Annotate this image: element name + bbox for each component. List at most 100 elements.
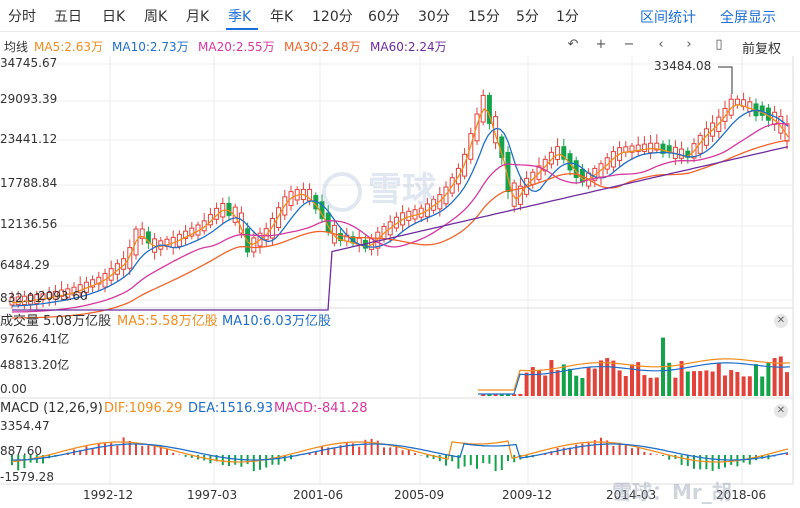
tab-yearly-k[interactable]: 年K	[270, 9, 294, 25]
candle	[734, 98, 740, 106]
volume-ma5-line	[478, 358, 791, 391]
tab-daily-k[interactable]: 日K	[102, 9, 126, 25]
volume-bar	[537, 370, 541, 396]
macd-bar	[513, 455, 516, 463]
volume-axis-label: 48813.20亿	[0, 358, 70, 372]
macd-bar	[122, 437, 125, 455]
candle-style-icon[interactable]: ▯	[715, 37, 723, 52]
macd-bar	[432, 455, 435, 460]
volume-bar	[692, 371, 696, 396]
macd-bar	[469, 455, 472, 466]
macd-legend-label: MACD (12,26,9)	[0, 401, 103, 416]
macd-bar	[786, 453, 788, 455]
tab-intraday[interactable]: 分时	[8, 9, 36, 25]
macd-bar	[395, 444, 398, 455]
macd-bar	[352, 443, 354, 455]
volume-bar	[623, 376, 628, 396]
macd-bar	[79, 450, 82, 455]
close-macd-icon[interactable]: ✕	[774, 404, 788, 418]
watermark-logo-icon	[322, 171, 362, 212]
macd-bar	[376, 440, 379, 455]
tab-30min[interactable]: 30分	[418, 9, 450, 25]
macd-bar	[91, 448, 94, 455]
macd-bar	[624, 444, 627, 455]
ma10-line	[11, 109, 789, 307]
candle	[561, 146, 567, 160]
candle	[52, 290, 58, 300]
macd-bar	[668, 455, 671, 460]
tab-monthly-k[interactable]: 月K	[186, 9, 210, 25]
volume-axis-label: 0.00	[0, 382, 27, 396]
macd-bar	[345, 442, 348, 455]
macd-bar	[426, 455, 429, 458]
candle	[772, 111, 778, 125]
tab-1min[interactable]: 1分	[556, 9, 579, 25]
tab-quarterly-k[interactable]: 季K	[228, 9, 252, 25]
volume-bar	[605, 358, 610, 396]
tab-five-day[interactable]: 五日	[54, 9, 82, 25]
macd-bar	[414, 453, 416, 455]
tab-60min[interactable]: 60分	[368, 9, 400, 25]
volume-bar	[561, 364, 566, 396]
macd-bar	[494, 455, 497, 472]
volume-bar	[592, 368, 597, 396]
candle	[697, 134, 703, 154]
macd-bar	[699, 455, 702, 470]
period-tabs: 分时 五日 日K 周K 月K 季K 年K 120分 60分 30分 15分 5分…	[0, 0, 800, 32]
pan-left-icon[interactable]: ‹	[658, 37, 664, 52]
macd-bar	[364, 439, 367, 455]
volume-bar	[679, 361, 684, 396]
macd-bar	[407, 449, 410, 455]
macd-bar	[308, 453, 311, 455]
macd-bar	[259, 455, 261, 470]
zoom-in-icon[interactable]: +	[595, 37, 607, 52]
macd-bar	[587, 443, 590, 455]
adjust-select[interactable]: 前复权	[742, 42, 782, 57]
macd-bar	[606, 440, 609, 455]
macd-bar	[221, 455, 224, 466]
tab-15min[interactable]: 15分	[468, 9, 500, 25]
ma-legend-label: 均线	[4, 40, 29, 54]
pan-right-icon[interactable]: ›	[686, 37, 692, 52]
volume-bar	[673, 377, 678, 396]
price-axis-label: 29093.39	[0, 92, 58, 106]
volume-bar	[772, 358, 777, 396]
ma60-line	[12, 146, 789, 311]
undo-icon[interactable]: ↶	[567, 37, 579, 52]
candle	[660, 143, 666, 154]
volume-bar	[493, 394, 498, 396]
candle	[121, 258, 127, 270]
volume-bar	[704, 370, 709, 396]
dea-line	[12, 443, 789, 461]
candle	[59, 289, 65, 297]
macd-bar	[339, 445, 342, 455]
macd-bar	[190, 455, 193, 458]
volume-bar	[754, 364, 758, 396]
price-legend: 均线 MA5:2.63万 MA10:2.73万 MA20:2.55万 MA30:…	[0, 36, 800, 57]
candle	[9, 297, 15, 306]
volume-bar	[698, 371, 703, 396]
candle	[77, 284, 83, 294]
fullscreen-link[interactable]: 全屏显示	[720, 10, 776, 26]
macd-bar	[593, 440, 596, 455]
tab-5min[interactable]: 5分	[516, 9, 539, 25]
volume-bar	[518, 394, 523, 396]
candle	[679, 148, 685, 159]
volume-bar	[785, 372, 789, 396]
volume-bar	[747, 376, 752, 396]
zoom-out-icon[interactable]: −	[623, 37, 635, 52]
candle	[139, 228, 145, 239]
macd-bar	[507, 455, 509, 462]
close-volume-icon[interactable]: ✕	[774, 314, 788, 328]
ma20-legend: MA20:2.55万	[198, 40, 275, 54]
volume-bar	[710, 371, 715, 396]
interval-stats-link[interactable]: 区间统计	[640, 10, 696, 26]
tab-120min[interactable]: 120分	[312, 9, 353, 25]
date-axis-label: 2018-06	[716, 488, 767, 502]
candle	[338, 233, 344, 242]
volume-bar	[735, 371, 740, 396]
macd-bar	[742, 455, 745, 463]
macd-legend: MACD (12,26,9) DIF:1096.29 DEA:1516.93 M…	[0, 400, 800, 418]
tab-weekly-k[interactable]: 周K	[144, 9, 168, 25]
